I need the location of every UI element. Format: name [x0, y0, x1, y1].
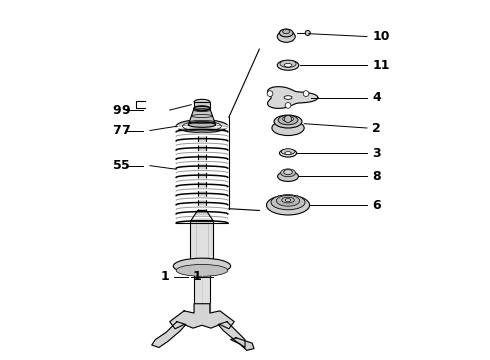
Ellipse shape	[282, 197, 294, 203]
Polygon shape	[218, 321, 245, 347]
Text: 3: 3	[372, 147, 381, 159]
Polygon shape	[194, 269, 210, 313]
Polygon shape	[152, 321, 186, 347]
Ellipse shape	[285, 199, 291, 202]
Ellipse shape	[173, 258, 231, 274]
Polygon shape	[191, 221, 214, 259]
Ellipse shape	[283, 117, 294, 122]
Polygon shape	[191, 211, 214, 221]
Text: 2: 2	[372, 122, 381, 135]
Ellipse shape	[274, 115, 302, 128]
Polygon shape	[194, 102, 210, 108]
Ellipse shape	[277, 31, 295, 42]
Polygon shape	[198, 123, 205, 211]
Circle shape	[285, 103, 291, 108]
Text: 6: 6	[372, 199, 381, 212]
Ellipse shape	[278, 171, 298, 181]
Ellipse shape	[176, 120, 228, 133]
Ellipse shape	[267, 195, 310, 215]
Text: 11: 11	[372, 59, 390, 72]
Ellipse shape	[194, 107, 210, 110]
Text: 5: 5	[122, 159, 130, 172]
Ellipse shape	[284, 170, 293, 175]
Ellipse shape	[176, 265, 228, 276]
Ellipse shape	[188, 122, 216, 127]
Ellipse shape	[283, 30, 290, 34]
Polygon shape	[268, 87, 318, 108]
Circle shape	[305, 31, 310, 36]
Polygon shape	[198, 105, 205, 123]
Text: 9: 9	[113, 104, 122, 117]
Text: 9: 9	[122, 104, 130, 117]
Circle shape	[285, 116, 292, 123]
Text: 4: 4	[372, 91, 381, 104]
Ellipse shape	[194, 99, 210, 104]
Text: 7: 7	[122, 124, 130, 137]
Ellipse shape	[284, 63, 292, 67]
Ellipse shape	[284, 96, 292, 99]
Circle shape	[303, 91, 309, 96]
Ellipse shape	[279, 29, 293, 37]
Ellipse shape	[194, 106, 210, 111]
Ellipse shape	[285, 152, 291, 154]
Text: 7: 7	[113, 124, 122, 137]
Ellipse shape	[279, 149, 296, 157]
Ellipse shape	[280, 169, 295, 177]
Text: 1: 1	[161, 270, 170, 283]
Ellipse shape	[281, 149, 295, 154]
Ellipse shape	[271, 195, 305, 210]
Ellipse shape	[277, 60, 299, 70]
Text: 8: 8	[372, 170, 381, 183]
Ellipse shape	[276, 195, 300, 206]
Text: 5: 5	[113, 159, 122, 172]
Polygon shape	[170, 304, 234, 329]
Ellipse shape	[278, 116, 298, 125]
Polygon shape	[231, 338, 254, 350]
Ellipse shape	[280, 60, 296, 67]
Ellipse shape	[272, 121, 304, 135]
Text: 10: 10	[372, 30, 390, 43]
Text: 1: 1	[193, 270, 202, 283]
Polygon shape	[188, 108, 216, 125]
Circle shape	[267, 91, 273, 96]
